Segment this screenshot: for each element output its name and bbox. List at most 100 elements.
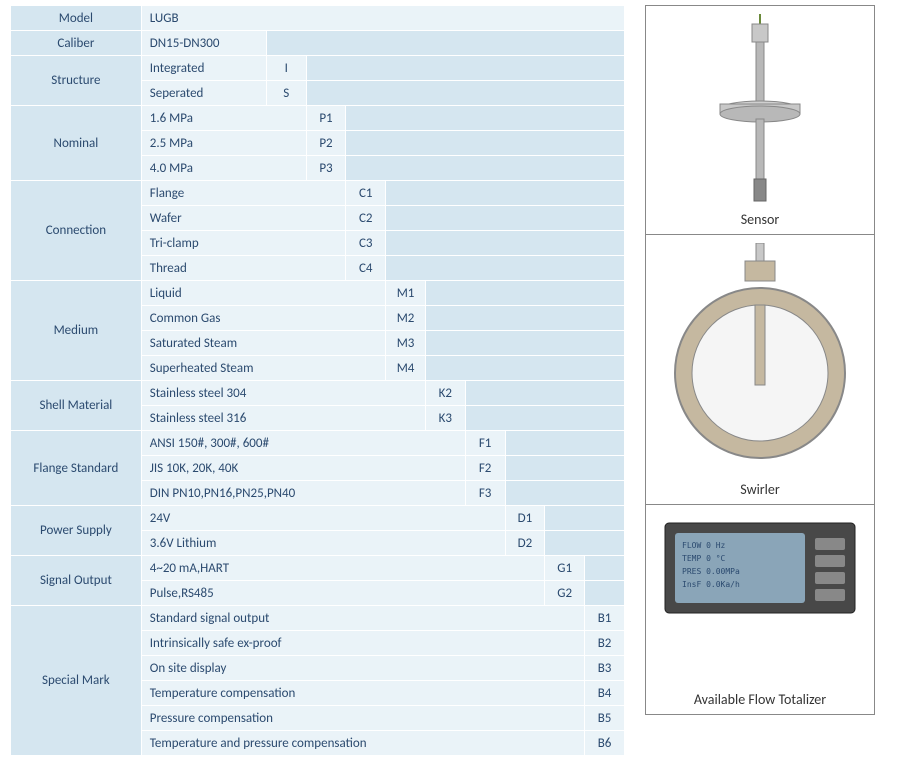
empty (306, 56, 624, 81)
nominal-v1: 2.5 MPa (141, 131, 306, 156)
svg-text:FLOW 0 Hz: FLOW 0 Hz (682, 541, 726, 550)
model-label: Model (11, 6, 142, 31)
structure-v0: Integrated (141, 56, 266, 81)
empty (386, 206, 625, 231)
shell-label: Shell Material (11, 381, 142, 431)
nominal-c1: P2 (306, 131, 346, 156)
medium-v0: Liquid (141, 281, 385, 306)
sensor-icon (700, 14, 820, 204)
empty (585, 556, 625, 581)
connection-c3: C4 (346, 256, 386, 281)
connection-label: Connection (11, 181, 142, 281)
flange-c2: F3 (465, 481, 505, 506)
connection-v1: Wafer (141, 206, 346, 231)
connection-c0: C1 (346, 181, 386, 206)
empty (425, 281, 624, 306)
flange-c0: F1 (465, 431, 505, 456)
nominal-c2: P3 (306, 156, 346, 181)
structure-c0: I (266, 56, 306, 81)
totalizer-caption: Available Flow Totalizer (694, 691, 826, 708)
special-c3: B4 (585, 681, 625, 706)
medium-c0: M1 (386, 281, 426, 306)
signal-v0: 4~20 mA,HART (141, 556, 545, 581)
empty (505, 431, 625, 456)
medium-c1: M2 (386, 306, 426, 331)
special-v3: Temperature compensation (141, 681, 584, 706)
sensor-caption: Sensor (741, 211, 780, 228)
power-c1: D2 (505, 531, 545, 556)
nominal-c0: P1 (306, 106, 346, 131)
empty (465, 406, 624, 431)
special-c0: B1 (585, 606, 625, 631)
medium-v1: Common Gas (141, 306, 385, 331)
signal-c1: G2 (545, 581, 585, 606)
svg-text:TEMP 0 °C: TEMP 0 °C (682, 554, 726, 563)
special-v2: On site display (141, 656, 584, 681)
swirler-image-box: Swirler (645, 235, 875, 505)
empty (266, 31, 624, 56)
medium-v2: Saturated Steam (141, 331, 385, 356)
empty (425, 306, 624, 331)
connection-c1: C2 (346, 206, 386, 231)
nominal-v0: 1.6 MPa (141, 106, 306, 131)
spec-table: Model LUGB Caliber DN15-DN300 Structure … (10, 5, 625, 756)
special-v4: Pressure compensation (141, 706, 584, 731)
flange-v0: ANSI 150#, 300#, 600# (141, 431, 465, 456)
empty (545, 531, 625, 556)
empty (386, 231, 625, 256)
empty (425, 331, 624, 356)
flange-v2: DIN PN10,PN16,PN25,PN40 (141, 481, 465, 506)
medium-c2: M3 (386, 331, 426, 356)
shell-c0: K2 (425, 381, 465, 406)
model-value: LUGB (141, 6, 624, 31)
shell-c1: K3 (425, 406, 465, 431)
medium-label: Medium (11, 281, 142, 381)
medium-v3: Superheated Steam (141, 356, 385, 381)
svg-text:PRES 0.00MPa: PRES 0.00MPa (682, 567, 740, 576)
empty (585, 581, 625, 606)
svg-text:InsF 0.0Ka/h: InsF 0.0Ka/h (682, 580, 740, 589)
swirler-icon (660, 243, 860, 463)
power-c0: D1 (505, 506, 545, 531)
empty (346, 156, 625, 181)
special-v5: Temperature and pressure compensation (141, 731, 584, 756)
power-label: Power Supply (11, 506, 142, 556)
empty (346, 131, 625, 156)
totalizer-image-box: FLOW 0 Hz TEMP 0 °C PRES 0.00MPa InsF 0.… (645, 505, 875, 715)
empty (465, 381, 624, 406)
connection-c2: C3 (346, 231, 386, 256)
special-label: Special Mark (11, 606, 142, 756)
special-c5: B6 (585, 731, 625, 756)
special-c4: B5 (585, 706, 625, 731)
signal-c0: G1 (545, 556, 585, 581)
special-c2: B3 (585, 656, 625, 681)
structure-v1: Seperated (141, 81, 266, 106)
nominal-v2: 4.0 MPa (141, 156, 306, 181)
flange-c1: F2 (465, 456, 505, 481)
signal-v1: Pulse,RS485 (141, 581, 545, 606)
connection-v2: Tri-clamp (141, 231, 346, 256)
structure-label: Structure (11, 56, 142, 106)
empty (505, 481, 625, 506)
empty (386, 256, 625, 281)
sensor-image-box: Sensor (645, 5, 875, 235)
empty (545, 506, 625, 531)
connection-v0: Flange (141, 181, 346, 206)
shell-v1: Stainless steel 316 (141, 406, 425, 431)
totalizer-icon: FLOW 0 Hz TEMP 0 °C PRES 0.00MPa InsF 0.… (660, 513, 860, 623)
nominal-label: Nominal (11, 106, 142, 181)
signal-label: Signal Output (11, 556, 142, 606)
empty (386, 181, 625, 206)
power-v0: 24V (141, 506, 505, 531)
shell-v0: Stainless steel 304 (141, 381, 425, 406)
flange-v1: JIS 10K, 20K, 40K (141, 456, 465, 481)
empty (505, 456, 625, 481)
caliber-value: DN15-DN300 (141, 31, 266, 56)
empty (425, 356, 624, 381)
caliber-label: Caliber (11, 31, 142, 56)
special-c1: B2 (585, 631, 625, 656)
special-v0: Standard signal output (141, 606, 584, 631)
empty (306, 81, 624, 106)
structure-c1: S (266, 81, 306, 106)
medium-c3: M4 (386, 356, 426, 381)
